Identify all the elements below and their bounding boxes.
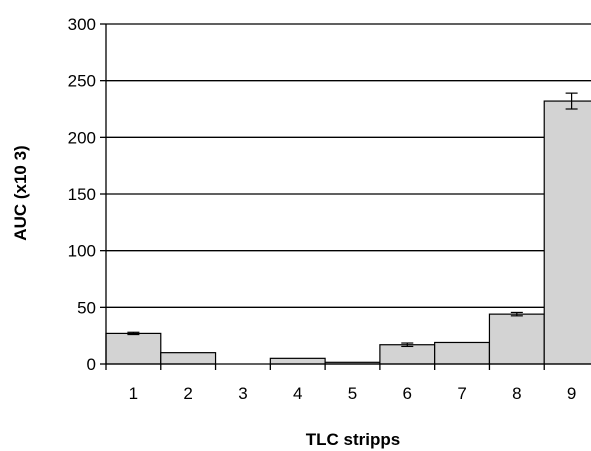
bar-7 [434, 341, 491, 365]
y-tick-label: 250 [68, 72, 96, 91]
bar-1 [105, 332, 162, 365]
x-tick-label: 1 [129, 384, 138, 403]
x-tick-label: 3 [238, 384, 247, 403]
y-tick-label: 300 [68, 15, 96, 34]
x-tick-label: 2 [183, 384, 192, 403]
x-tick-label: 7 [457, 384, 466, 403]
bar-2 [160, 352, 217, 365]
y-tick-label: 150 [68, 185, 96, 204]
y-tick-labels: 0 50 100 150 200 250 300 [68, 15, 96, 374]
axes [100, 23, 591, 370]
x-axis-title: TLC stripps [306, 430, 400, 449]
bar-9 [543, 100, 591, 365]
x-tick-label: 6 [403, 384, 412, 403]
bar-6 [379, 344, 436, 365]
y-axis-title: AUC (x10 3) [11, 145, 30, 240]
gridlines [106, 23, 591, 308]
x-tick-label: 4 [293, 384, 302, 403]
y-tick-label: 100 [68, 242, 96, 261]
bars [105, 92, 591, 365]
y-tick-label: 50 [77, 298, 96, 317]
x-tick-labels: 1 2 3 4 5 6 7 8 9 [129, 384, 577, 403]
bar-4 [269, 357, 326, 365]
x-tick-label: 8 [512, 384, 521, 403]
y-tick-label: 0 [87, 355, 96, 374]
y-tick-label: 200 [68, 128, 96, 147]
x-tick-label: 9 [567, 384, 576, 403]
x-tick-label: 5 [348, 384, 357, 403]
bar-8 [488, 313, 545, 365]
